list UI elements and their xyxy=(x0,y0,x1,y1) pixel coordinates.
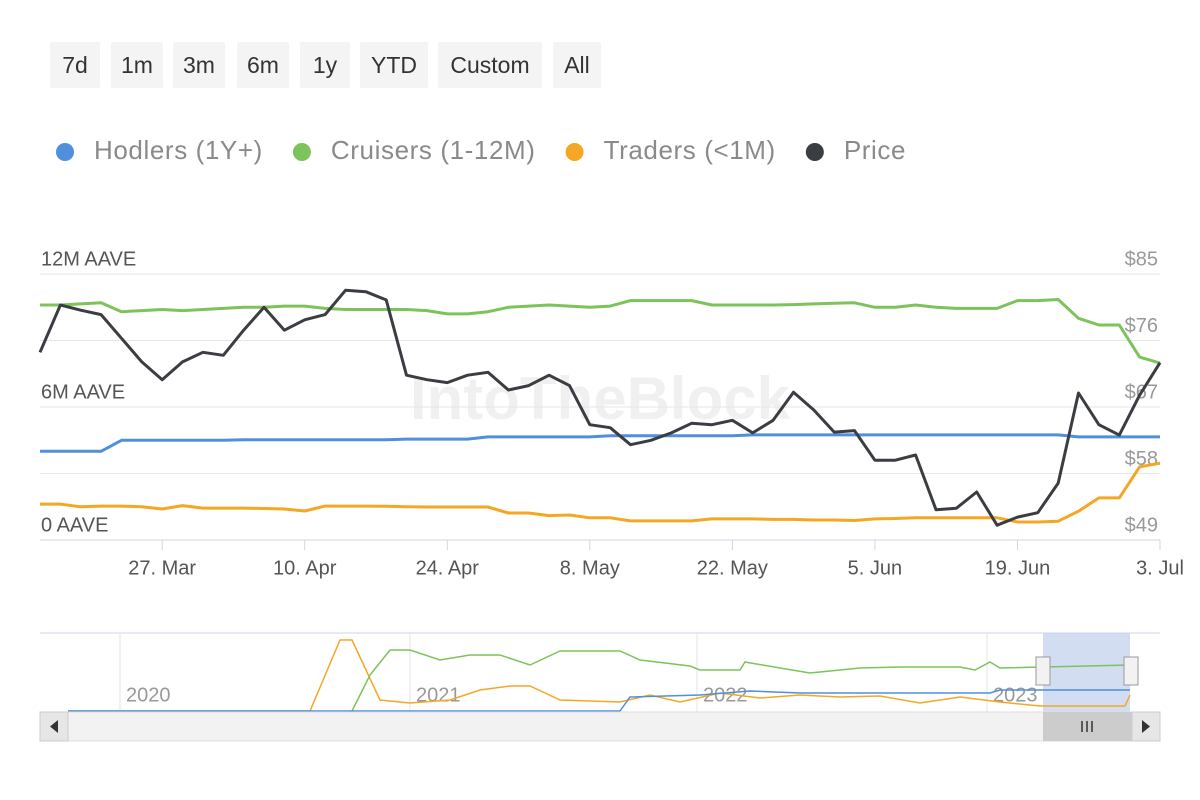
scrollbar-arrow xyxy=(50,720,58,733)
scrollbar-track[interactable] xyxy=(39,711,1161,742)
navigator-year: 2022 xyxy=(703,684,748,706)
x-tick-label: 8. May xyxy=(560,557,620,579)
navigator-line xyxy=(351,649,1131,712)
series-line xyxy=(38,288,1162,527)
x-tick-label: 24. Apr xyxy=(416,557,480,579)
navigator-line xyxy=(68,689,1130,712)
x-tick-label: 22. May xyxy=(697,557,768,579)
range-button[interactable]: All xyxy=(553,42,601,88)
y2-tick-label: $49 xyxy=(1125,514,1158,536)
y2-tick-label: $85 xyxy=(1125,248,1158,270)
legend-marker xyxy=(565,143,584,161)
range-button[interactable]: YTD xyxy=(360,42,428,88)
navigator-year: 2021 xyxy=(416,684,461,706)
range-button[interactable]: 1y xyxy=(300,42,350,88)
legend-marker xyxy=(292,143,311,161)
y2-tick-label: $76 xyxy=(1125,315,1158,337)
navigator-line xyxy=(68,639,1131,712)
y-tick-label: 0 AAVE xyxy=(41,514,108,536)
range-button[interactable]: 3m xyxy=(173,42,225,88)
navigator-handle[interactable] xyxy=(1123,656,1139,686)
x-tick-label: 19. Jun xyxy=(985,557,1051,579)
x-tick-label: 5. Jun xyxy=(848,557,902,579)
series-line xyxy=(40,461,1161,524)
navigator-selection[interactable] xyxy=(1043,633,1130,712)
legend-label[interactable]: Price xyxy=(844,135,906,165)
range-button[interactable]: 7d xyxy=(50,42,100,88)
series-line xyxy=(40,433,1160,453)
x-tick-label: 10. Apr xyxy=(273,557,337,579)
legend-label[interactable]: Traders (<1M) xyxy=(604,135,776,165)
x-tick-label: 3. Jul xyxy=(1136,557,1184,579)
legend-label[interactable]: Cruisers (1-12M) xyxy=(331,135,536,165)
legend: Hodlers (1Y+) Cruisers (1-12M) Traders (<1… xyxy=(56,135,906,165)
scrollbar-grip xyxy=(1081,721,1093,732)
navigator-year: 2020 xyxy=(126,684,171,706)
legend-marker xyxy=(805,143,824,161)
navigator-handle[interactable] xyxy=(1035,656,1051,686)
scrollbar-arrow xyxy=(1142,720,1150,733)
legend-label[interactable]: Hodlers (1Y+) xyxy=(94,135,263,165)
series-line xyxy=(40,298,1161,365)
range-button[interactable]: 1m xyxy=(111,42,163,88)
range-button[interactable]: Custom xyxy=(438,42,542,88)
legend-marker xyxy=(56,143,74,161)
y-tick-label: 6M AAVE xyxy=(41,381,125,403)
y-tick-label: 12M AAVE xyxy=(41,248,136,270)
x-tick-label: 27. Mar xyxy=(128,557,196,579)
navigator: 2020 2021 2022 2023 xyxy=(39,632,1161,742)
range-button[interactable]: 6m xyxy=(237,42,289,88)
